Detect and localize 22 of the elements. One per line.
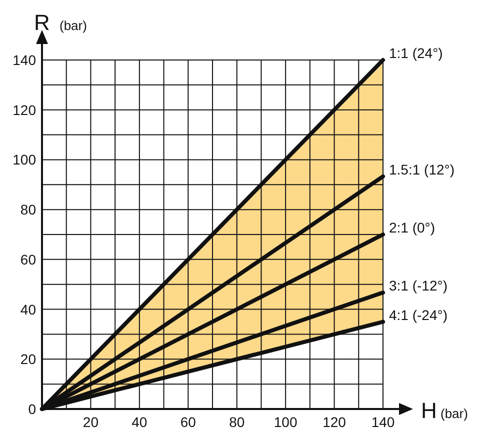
y-tick-label: 40 [20, 301, 36, 318]
y-tick-label: 60 [20, 251, 36, 268]
x-tick-label: 60 [180, 414, 196, 430]
y-axis-title: R (bar) [34, 10, 87, 35]
series-label: 3:1 (-12°) [389, 278, 448, 294]
series-label: 1.5:1 (12°) [389, 161, 455, 178]
y-tick-label: 140 [12, 52, 36, 68]
x-tick-label: 20 [82, 414, 99, 430]
series-label: 1:1 (24°) [389, 45, 443, 61]
series-label: 4:1 (-24°) [389, 306, 448, 323]
x-axis-title: H (bar) [421, 398, 468, 423]
x-tick-label: 40 [132, 414, 148, 430]
series-label: 2:1 (0°) [389, 220, 436, 236]
y-tick-label: 100 [12, 152, 36, 168]
x-tick-label: 80 [229, 414, 245, 430]
x-tick-label: 120 [322, 414, 346, 430]
y-tick-label: 80 [20, 202, 36, 218]
y-tick-label: 0 [28, 401, 36, 417]
x-tick-label: 100 [274, 414, 298, 430]
y-tick-label: 20 [20, 351, 36, 368]
y-tick-label: 120 [12, 102, 36, 118]
x-tick-label: 140 [371, 414, 395, 430]
